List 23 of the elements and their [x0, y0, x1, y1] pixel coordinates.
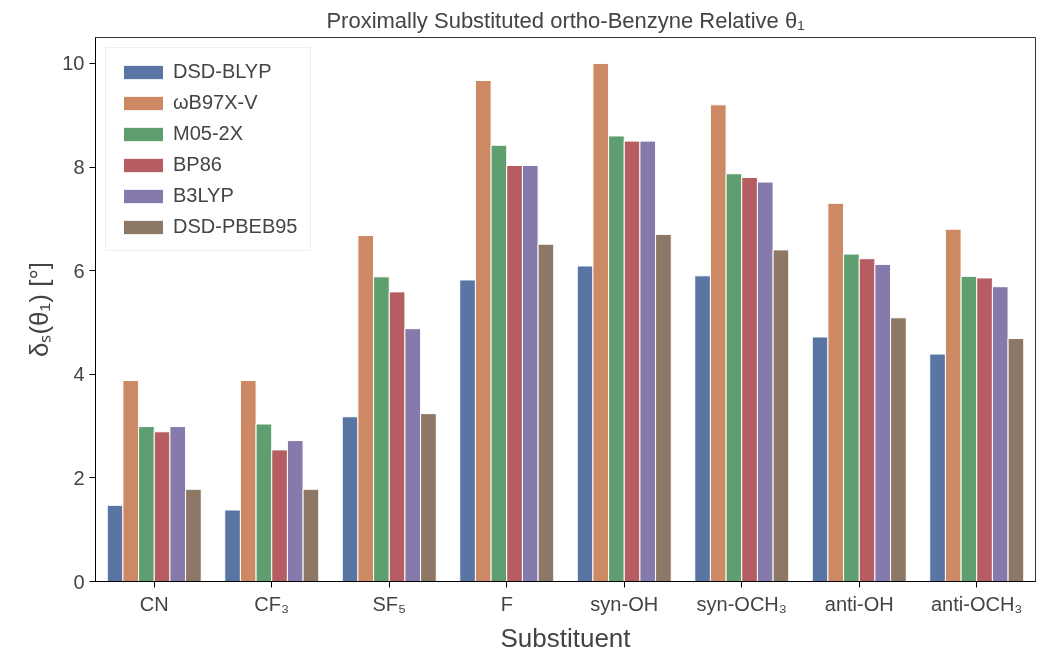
- legend-label: B3LYP: [173, 184, 234, 207]
- y-tick-label: 8: [73, 156, 85, 179]
- legend-label: ωB97X-V: [173, 91, 258, 114]
- x-tick-label: anti-OH: [824, 592, 894, 615]
- x-tick-label: anti-OCH₃: [931, 592, 1023, 615]
- y-axis-title: δₛ(θ₁) [°]: [24, 261, 55, 358]
- chart-title: Proximally Substituted ortho-Benzyne Relative θ₁: [326, 7, 805, 33]
- y-tick-label: 2: [73, 466, 85, 489]
- legend-label: BP86: [173, 153, 222, 176]
- legend-label: M05-2X: [173, 122, 244, 145]
- x-tick-label: syn-OCH₃: [696, 592, 787, 615]
- x-tick-label: CF₃: [254, 592, 290, 615]
- x-tick-label: CN: [139, 592, 169, 615]
- y-tick-label: 6: [73, 259, 85, 282]
- legend-label: DSD-PBEB95: [173, 215, 298, 238]
- y-tick-label: 4: [73, 363, 85, 386]
- legend-label: DSD-BLYP: [173, 60, 272, 83]
- x-axis-title: Substituent: [500, 622, 632, 653]
- x-tick-label: F: [500, 592, 513, 615]
- x-tick-label: syn-OH: [590, 592, 659, 615]
- y-tick-label: 0: [73, 570, 85, 593]
- x-tick-label: SF₅: [372, 592, 407, 615]
- y-tick-label: 10: [62, 52, 85, 75]
